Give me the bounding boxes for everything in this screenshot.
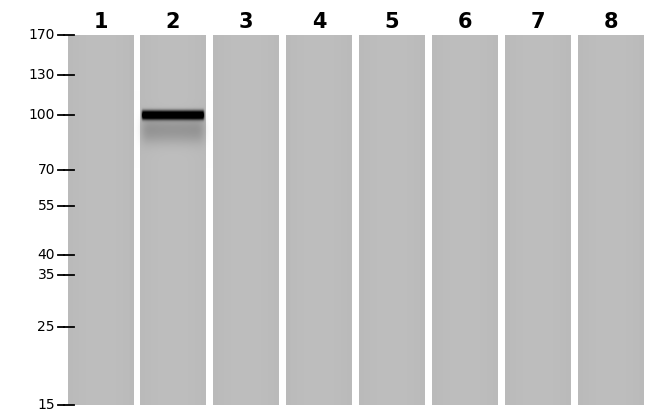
Text: 2: 2 (166, 12, 180, 32)
Text: 170: 170 (29, 28, 55, 42)
Text: 5: 5 (385, 12, 399, 32)
Text: 4: 4 (312, 12, 326, 32)
Text: 3: 3 (239, 12, 254, 32)
Text: 1: 1 (94, 12, 109, 32)
Text: 25: 25 (38, 320, 55, 334)
Text: 100: 100 (29, 108, 55, 122)
Text: 6: 6 (458, 12, 473, 32)
Text: 130: 130 (29, 68, 55, 82)
Text: 55: 55 (38, 199, 55, 213)
Text: 35: 35 (38, 268, 55, 282)
Text: 70: 70 (38, 163, 55, 177)
Text: 40: 40 (38, 248, 55, 262)
Text: 15: 15 (38, 398, 55, 412)
Text: 7: 7 (531, 12, 545, 32)
Text: 8: 8 (604, 12, 618, 32)
